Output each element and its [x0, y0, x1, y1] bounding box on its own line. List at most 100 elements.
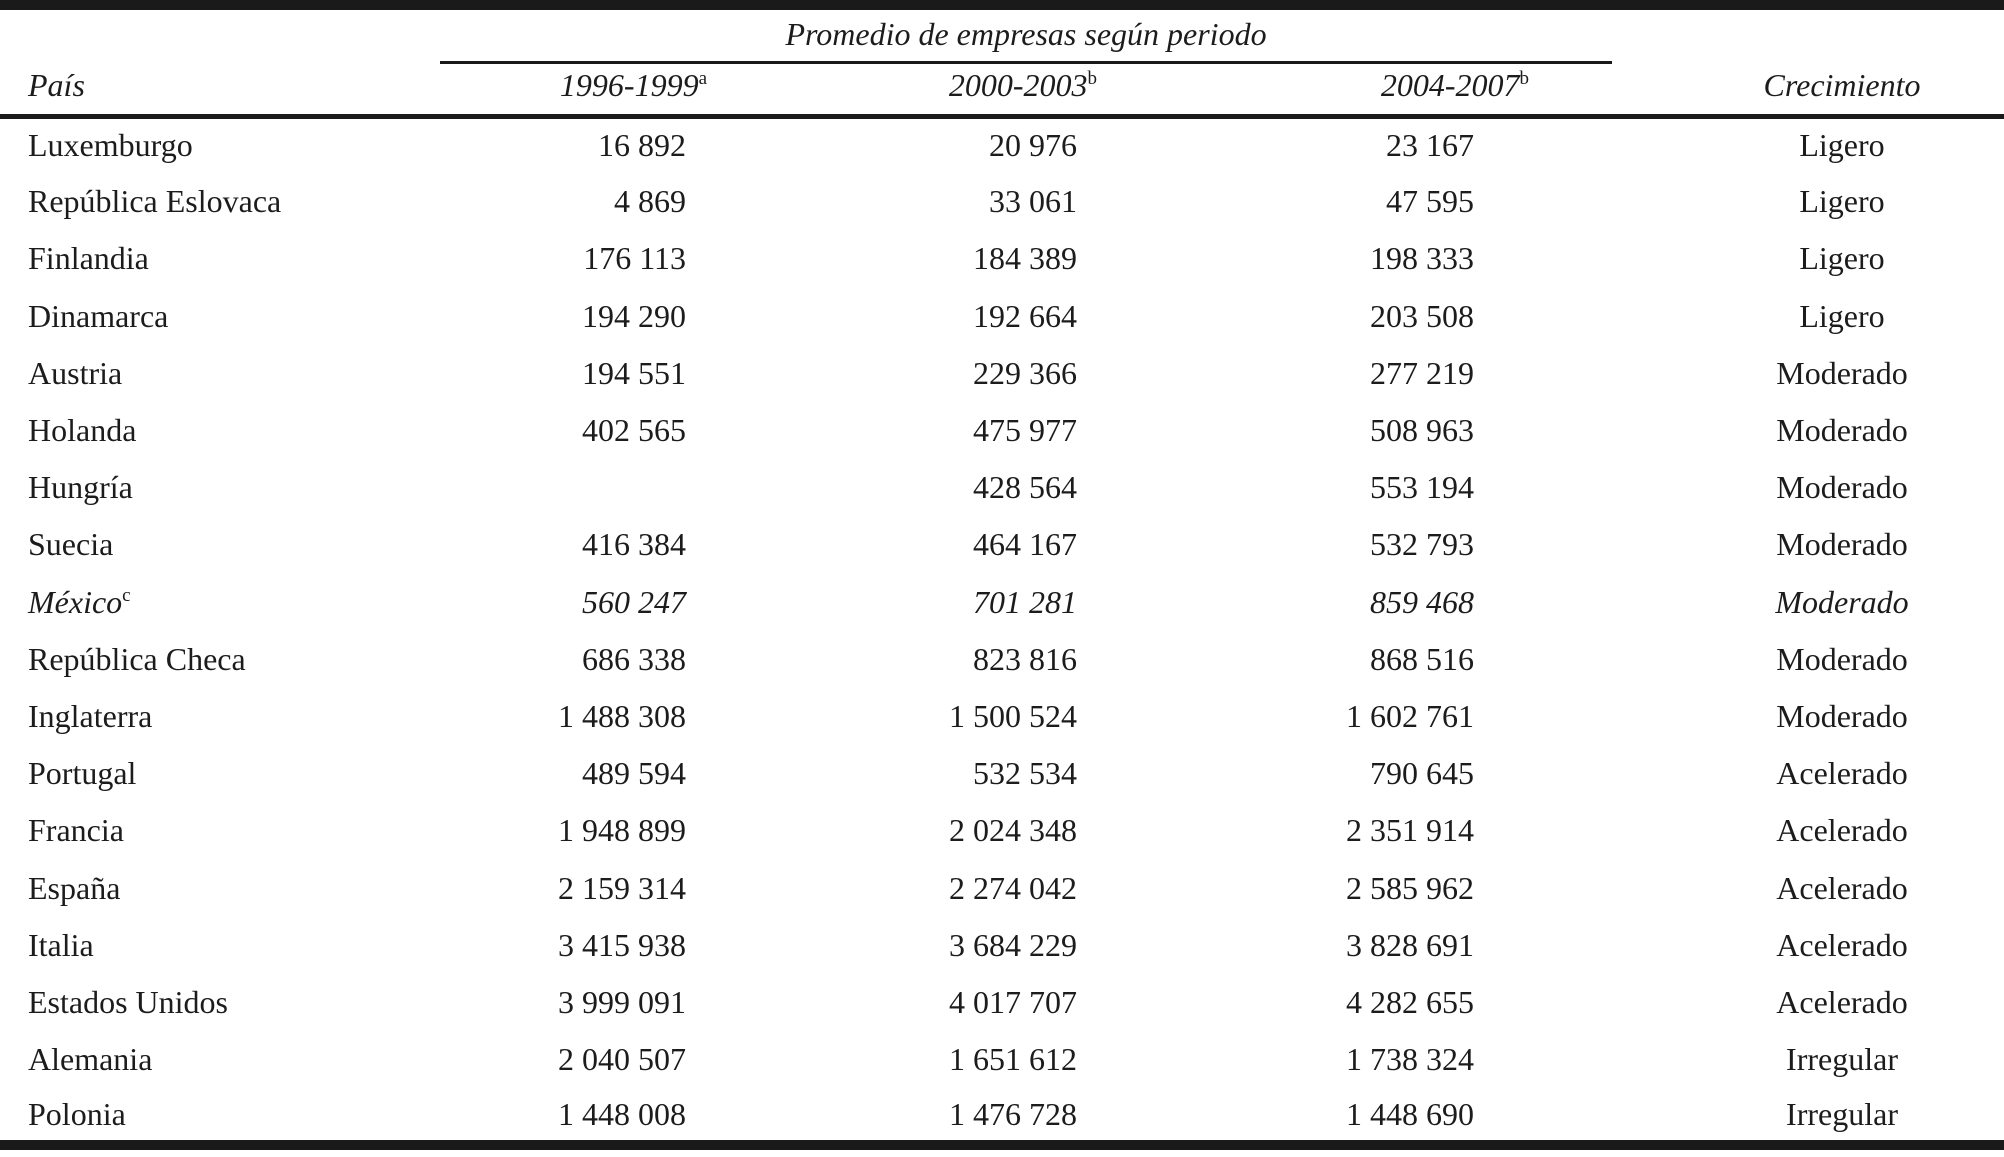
- country-cell: Portugal: [0, 745, 440, 802]
- country-cell: Luxemburgo: [0, 116, 440, 173]
- period-3-note: b: [1519, 67, 1531, 89]
- country-note: c: [122, 584, 132, 606]
- growth-cell: Moderado: [1776, 469, 1908, 506]
- country-name: Austria: [28, 354, 123, 391]
- value-2004-2007: 532 793: [1370, 526, 1475, 563]
- country-name: Luxemburgo: [28, 127, 193, 164]
- growth-cell: Moderado: [1776, 640, 1908, 677]
- value-1996-1999: 3 415 938: [558, 926, 686, 963]
- country-cell: Francia: [0, 802, 440, 859]
- spanner-row: Promedio de empresas según periodo: [0, 5, 2004, 64]
- value-2004-2007: 277 219: [1370, 354, 1475, 391]
- value-2000-2003: 33 061: [989, 183, 1077, 220]
- column-header-period-2004-2007: 2004-2007b: [1100, 64, 1680, 116]
- column-header-country: País: [28, 66, 85, 103]
- value-2000-2003: 1 500 524: [949, 697, 1077, 734]
- value-2000-2003: 464 167: [973, 526, 1077, 563]
- growth-cell: Ligero: [1799, 240, 1885, 277]
- value-2004-2007: 508 963: [1370, 412, 1475, 449]
- value-2000-2003: 3 684 229: [949, 926, 1077, 963]
- table-row: Alemania 2 040 507 1 651 612 1 738 324 I…: [0, 1031, 2004, 1088]
- value-2004-2007: 23 167: [1386, 127, 1475, 164]
- country-name: Polonia: [28, 1095, 126, 1132]
- growth-cell: Acelerado: [1776, 926, 1908, 963]
- value-2000-2003: 1 476 728: [949, 1095, 1077, 1132]
- growth-cell: Moderado: [1776, 697, 1908, 734]
- country-cell: Alemania: [0, 1031, 440, 1088]
- value-2000-2003: 192 664: [973, 297, 1077, 334]
- country-name: Francia: [28, 812, 124, 849]
- value-2004-2007: 790 645: [1370, 755, 1475, 792]
- value-1996-1999: 16 892: [598, 127, 686, 164]
- value-2004-2007: 553 194: [1370, 469, 1475, 506]
- spanner-spacer-right: [1680, 5, 2004, 64]
- value-1996-1999: 1 448 008: [558, 1095, 686, 1132]
- table-row: Francia 1 948 899 2 024 348 2 351 914 Ac…: [0, 802, 2004, 859]
- country-cell: Holanda: [0, 402, 440, 459]
- country-cell: Dinamarca: [0, 288, 440, 345]
- value-2004-2007: 2 351 914: [1346, 812, 1475, 849]
- table-row: Méxicoc 560 247 701 281 859 468 Moderado: [0, 574, 2004, 631]
- spanner-cell: Promedio de empresas según periodo: [440, 5, 1680, 64]
- country-name: República Eslovaca: [28, 183, 282, 220]
- table-row: Luxemburgo 16 892 20 976 23 167 Ligero: [0, 116, 2004, 173]
- value-1996-1999: 560 247: [582, 583, 686, 620]
- value-1996-1999: 4 869: [614, 183, 686, 220]
- country-name: Alemania: [28, 1041, 153, 1078]
- value-2000-2003: 1 651 612: [949, 1041, 1077, 1078]
- value-1996-1999: 2 159 314: [558, 869, 686, 906]
- table-header: Promedio de empresas según periodo País …: [0, 5, 2004, 116]
- value-2000-2003: 2 274 042: [949, 869, 1077, 906]
- column-header-period-1996-1999: 1996-1999a: [440, 64, 710, 116]
- growth-cell: Acelerado: [1776, 869, 1908, 906]
- period-3-label: 2004-2007: [1380, 66, 1520, 103]
- table-row: España 2 159 314 2 274 042 2 585 962 Ace…: [0, 859, 2004, 916]
- value-2004-2007: 868 516: [1370, 640, 1475, 677]
- period-2-label: 2000-2003: [948, 66, 1088, 103]
- value-2004-2007: 1 448 690: [1346, 1095, 1475, 1132]
- period-2-note: b: [1087, 67, 1098, 89]
- country-cell: Inglaterra: [0, 688, 440, 745]
- growth-cell: Moderado: [1776, 354, 1908, 391]
- value-2000-2003: 2 024 348: [949, 812, 1077, 849]
- value-2004-2007: 1 738 324: [1346, 1041, 1475, 1078]
- column-header-row: País 1996-1999a 2000-2003b 2004-2007b Cr…: [0, 64, 2004, 116]
- spanner-label: Promedio de empresas según periodo: [440, 16, 1613, 64]
- country-cell: Suecia: [0, 516, 440, 573]
- table-row: Suecia 416 384 464 167 532 793 Moderado: [0, 516, 2004, 573]
- country-name: España: [28, 869, 121, 906]
- value-2004-2007: 47 595: [1386, 183, 1475, 220]
- table-row: Inglaterra 1 488 308 1 500 524 1 602 761…: [0, 688, 2004, 745]
- country-name: Hungría: [28, 469, 133, 506]
- country-cell: Hungría: [0, 459, 440, 516]
- value-1996-1999: 1 948 899: [558, 812, 686, 849]
- table-row: Austria 194 551 229 366 277 219 Moderado: [0, 345, 2004, 402]
- country-cell: Finlandia: [0, 230, 440, 287]
- table-row: República Checa 686 338 823 816 868 516 …: [0, 631, 2004, 688]
- growth-cell: Moderado: [1776, 526, 1908, 563]
- growth-cell: Ligero: [1799, 127, 1885, 164]
- value-2000-2003: 184 389: [973, 240, 1077, 277]
- table-row: Italia 3 415 938 3 684 229 3 828 691 Ace…: [0, 917, 2004, 974]
- value-1996-1999: 2 040 507: [558, 1041, 686, 1078]
- country-cell: República Checa: [0, 631, 440, 688]
- country-name: Italia: [28, 926, 94, 963]
- country-cell: República Eslovaca: [0, 173, 440, 230]
- value-1996-1999: 176 113: [583, 240, 686, 277]
- table-row: Hungría 428 564 553 194 Moderado: [0, 459, 2004, 516]
- growth-cell: Ligero: [1799, 183, 1885, 220]
- table-row: Portugal 489 594 532 534 790 645 Acelera…: [0, 745, 2004, 802]
- country-cell: Austria: [0, 345, 440, 402]
- country-cell: Italia: [0, 917, 440, 974]
- value-2004-2007: 3 828 691: [1346, 926, 1475, 963]
- value-2004-2007: 1 602 761: [1346, 697, 1475, 734]
- table-row: Finlandia 176 113 184 389 198 333 Ligero: [0, 230, 2004, 287]
- value-2000-2003: 428 564: [973, 469, 1077, 506]
- value-1996-1999: 402 565: [582, 412, 686, 449]
- country-cell: España: [0, 859, 440, 916]
- country-cell: Méxicoc: [0, 574, 440, 631]
- country-cell: Polonia: [0, 1088, 440, 1145]
- country-name: Dinamarca: [28, 297, 169, 334]
- value-1996-1999: 489 594: [582, 755, 686, 792]
